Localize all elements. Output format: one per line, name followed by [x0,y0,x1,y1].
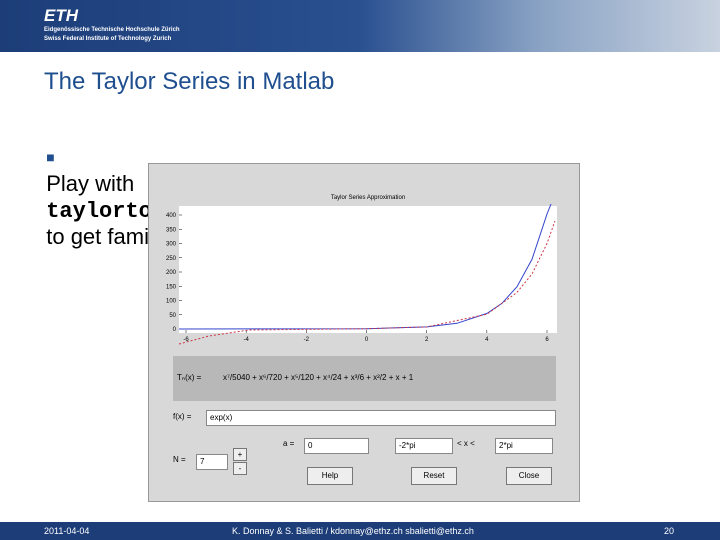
plot: Taylor Series Approximation 0 50 100 150 200… [166,195,557,345]
help-button[interactable]: Help [307,467,353,485]
y-tick-label: 100 [166,299,177,305]
x-tick-label: -6 [183,337,189,343]
y-tick-label: 0 [173,327,177,333]
y-tick-label: 50 [169,313,176,319]
slide-title: The Taylor Series in Matlab [44,68,335,95]
reset-button[interactable]: Reset [411,467,457,485]
x-tick-label: 4 [485,337,489,343]
f-input[interactable]: exp(x) [206,410,556,426]
plot-bg [179,206,557,333]
y-tick-label: 300 [166,242,177,248]
x-range-label: < x < [457,439,475,448]
y-tick-label: 150 [166,284,177,290]
tn-label: Tₙ(x) = [177,373,202,382]
a-input[interactable]: 0 [304,438,369,454]
x-tick-label: -2 [304,337,310,343]
y-tick-label: 350 [166,227,177,233]
a-label: a = [283,439,295,448]
page-number: 20 [664,526,675,536]
minus-button[interactable]: - [233,462,247,475]
xmin-input[interactable]: -2*pi [395,438,453,454]
tool-window: Taylor Series Approximation 0 50 100 150 200… [148,163,580,502]
y-tick-label: 250 [166,256,177,262]
x-tick-label: -4 [243,337,249,343]
taylor-curve [178,220,556,345]
logo: ETH [44,6,78,25]
header-line: Swiss Federal Institute of Technology Zu… [44,36,172,42]
x-tick-label: 0 [365,337,369,343]
f-label: f(x) = [173,412,192,421]
tn-panel: Tₙ(x) = x⁷/5040 + x⁶/720 + x⁵/120 + x⁴/2… [173,356,556,401]
footer-band: 2011-04-04 K. Donnay & S. Balietti / kdo… [0,522,720,540]
xmax-input[interactable]: 2*pi [495,438,553,454]
date: 2011-04-04 [44,526,90,536]
close-button[interactable]: Close [506,467,552,485]
plot-title: Taylor Series Approximation [331,195,405,201]
x-tick-label: 2 [425,337,429,343]
text: Play with [46,171,135,196]
n-label: N = [173,455,186,464]
header-band: ETH Eidgenössische Technische Hochschule… [0,0,720,52]
plus-button[interactable]: + [233,448,247,461]
n-input[interactable]: 7 [196,454,228,470]
y-tick-label: 200 [166,270,177,276]
tn-expr: x⁷/5040 + x⁶/720 + x⁵/120 + x⁴/24 + x³/6… [223,373,414,382]
header-line: Eidgenössische Technische Hochschule Zür… [44,27,180,33]
authors: K. Donnay & S. Balietti / kdonnay@ethz.c… [232,526,474,536]
y-tick-label: 400 [166,213,177,219]
x-tick-label: 6 [545,337,549,343]
